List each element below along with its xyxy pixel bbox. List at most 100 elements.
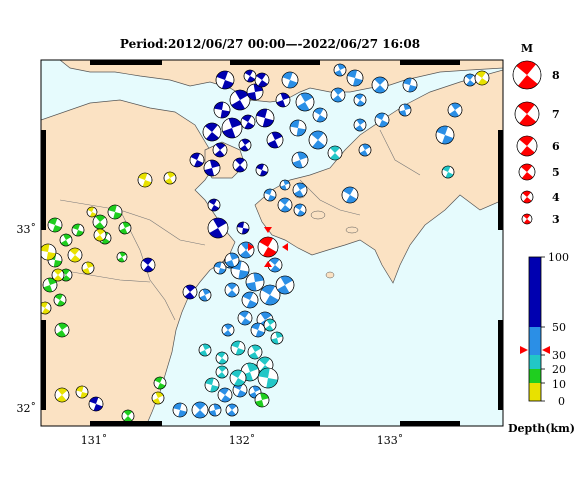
latest-event-pointer (282, 243, 288, 251)
event-marker (71, 223, 85, 237)
latest-event-pointer (264, 261, 272, 267)
mag-label-7: 7 (552, 108, 560, 121)
event-marker (245, 272, 265, 292)
event-marker (198, 343, 212, 357)
event-marker (215, 70, 235, 90)
event-marker (215, 365, 229, 379)
event-marker (279, 179, 291, 191)
event-marker (243, 69, 257, 83)
event-marker (202, 122, 222, 142)
event-marker (212, 142, 228, 158)
event-marker (281, 71, 299, 89)
magnitude-legend-title: M (521, 42, 533, 55)
event-marker (237, 241, 255, 259)
latest-event-pointer (264, 227, 272, 233)
event-marker (86, 206, 98, 218)
event-marker (250, 322, 266, 338)
event-marker (182, 284, 198, 300)
event-marker (208, 403, 222, 417)
event-marker (53, 293, 67, 307)
depth-tick-30: 30 (552, 349, 566, 362)
event-marker (140, 257, 156, 273)
map-title: Period:2012/06/27 00:00—-2022/06/27 16:0… (119, 37, 421, 51)
event-marker (172, 402, 188, 418)
mag-label-5: 5 (552, 166, 560, 179)
depth-tick-10: 10 (552, 378, 566, 391)
event-marker (93, 228, 107, 242)
event-marker (215, 351, 229, 365)
magnitude-legend-marker (518, 163, 536, 181)
event-marker (54, 322, 70, 338)
event-marker (163, 171, 177, 185)
event-marker (246, 83, 264, 101)
event-marker (263, 188, 277, 202)
event-marker (374, 112, 390, 128)
latest-event-marker (257, 236, 279, 258)
lon-label-132: 132˚ (229, 434, 256, 447)
event-marker (435, 125, 455, 145)
event-marker (47, 217, 63, 233)
event-marker (230, 340, 246, 356)
event-marker (241, 291, 259, 309)
event-marker (289, 119, 307, 137)
event-marker (330, 87, 346, 103)
event-marker (67, 247, 83, 263)
event-marker (327, 145, 343, 161)
depth-tick-0: 0 (558, 395, 565, 408)
event-marker (371, 76, 389, 94)
event-marker (41, 301, 52, 315)
event-marker (441, 165, 455, 179)
event-marker (292, 182, 308, 198)
event-marker (341, 186, 359, 204)
lon-label-131: 131˚ (81, 434, 108, 447)
event-marker (237, 310, 253, 326)
magnitude-legend-marker (512, 60, 542, 90)
event-marker (217, 387, 233, 403)
event-marker (213, 261, 227, 275)
magnitude-legend-marker (521, 213, 533, 225)
event-marker (259, 284, 281, 306)
event-marker (59, 233, 73, 247)
event-marker (275, 275, 295, 295)
event-marker (225, 403, 239, 417)
depth-marker-left (520, 346, 528, 354)
event-marker (353, 93, 367, 107)
event-marker (398, 103, 412, 117)
event-marker (81, 261, 95, 275)
event-marker (92, 214, 108, 230)
event-marker (151, 391, 165, 405)
event-marker (248, 385, 262, 399)
event-marker (224, 282, 240, 298)
event-marker (295, 92, 315, 112)
event-marker (229, 89, 251, 111)
mag-label-3: 3 (552, 213, 560, 226)
magnitude-legend: M 8 7 6 5 4 3 (512, 42, 560, 226)
event-marker (41, 243, 57, 261)
mag-label-8: 8 (552, 69, 560, 82)
prefecture-boundaries (59, 129, 421, 321)
mag-label-6: 6 (552, 140, 560, 153)
event-marker (402, 77, 418, 93)
event-marker (213, 101, 231, 119)
magnitude-legend-marker (516, 135, 538, 157)
lon-label-133: 133˚ (377, 434, 404, 447)
event-marker (54, 387, 70, 403)
event-marker (247, 344, 263, 360)
event-marker (88, 396, 104, 412)
event-marker (75, 385, 89, 399)
event-marker (51, 268, 65, 282)
event-marker (232, 157, 248, 173)
magnitude-legend-marker (514, 101, 540, 127)
event-marker (255, 163, 269, 177)
lat-label-32: 32˚ (17, 402, 37, 415)
event-marker (257, 367, 279, 389)
event-marker (116, 251, 128, 263)
event-marker (353, 118, 367, 132)
event-marker (204, 377, 220, 393)
event-marker (221, 323, 235, 337)
event-marker (254, 392, 270, 408)
event-marker (474, 70, 490, 86)
earthquake-events (41, 63, 490, 423)
event-marker (447, 102, 463, 118)
event-marker (121, 409, 135, 423)
